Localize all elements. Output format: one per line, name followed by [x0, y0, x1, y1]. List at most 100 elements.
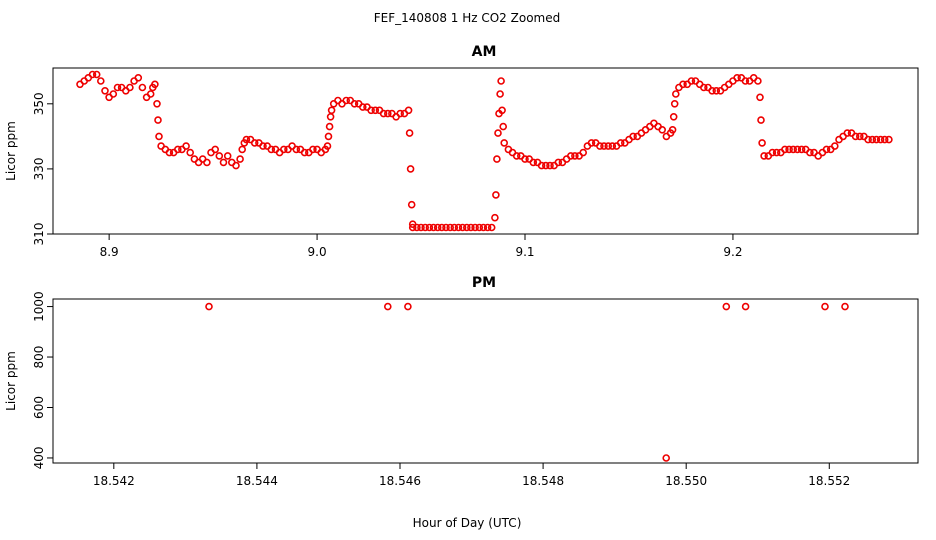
- data-point-am: [499, 122, 508, 131]
- x-tick-label-pm: 18.550: [665, 474, 707, 488]
- data-point-am: [487, 223, 496, 232]
- data-point-am: [760, 152, 768, 160]
- data-point-am: [757, 116, 765, 124]
- data-point-am: [350, 100, 359, 108]
- data-point-am: [600, 142, 608, 150]
- data-point-am: [806, 148, 814, 157]
- data-point-am: [758, 139, 766, 147]
- data-point-pm: [383, 302, 392, 311]
- data-point-am: [433, 223, 442, 232]
- x-tick-label-pm: 18.542: [93, 474, 135, 488]
- x-axis-am: 8.9 9.0 9.1 9.2: [100, 234, 742, 259]
- data-point-am: [408, 223, 417, 232]
- data-point-am: [756, 93, 764, 102]
- data-point-pm: [404, 302, 412, 311]
- data-point-am: [326, 113, 335, 121]
- data-point-am: [876, 135, 885, 144]
- x-tick-label-pm: 18.546: [379, 474, 421, 488]
- data-point-am: [521, 155, 529, 163]
- data-point-am: [211, 145, 219, 154]
- data-point-am: [417, 223, 425, 232]
- data-point-am: [668, 126, 677, 134]
- data-point-am: [497, 77, 505, 85]
- data-point-am: [855, 132, 864, 141]
- data-point-pm: [821, 302, 829, 311]
- data-point-am: [405, 129, 414, 137]
- data-point-am: [379, 109, 388, 118]
- x-axis-pm: 18.542 18.544 18.546 18.548 18.550 18.552: [93, 463, 850, 488]
- data-point-am: [708, 87, 716, 95]
- data-point-am: [789, 145, 798, 154]
- data-point-am: [342, 96, 351, 105]
- x-tick-label-pm: 18.544: [236, 474, 278, 488]
- data-point-am: [138, 83, 147, 92]
- data-point-am: [880, 135, 889, 144]
- data-point-am: [793, 145, 802, 154]
- data-point-am: [97, 77, 105, 85]
- y-axis-am: 310 330 350: [32, 92, 53, 245]
- y-tick-label-am: 330: [32, 157, 46, 180]
- data-point-am: [872, 135, 881, 144]
- data-point-am: [546, 161, 554, 170]
- data-point-am: [309, 145, 317, 154]
- data-point-am: [754, 77, 762, 85]
- data-point-am: [186, 148, 194, 157]
- data-point-am: [670, 100, 679, 108]
- data-point-am: [571, 152, 579, 160]
- x-tick-label-pm: 18.548: [522, 474, 564, 488]
- data-point-am: [483, 223, 492, 232]
- x-tick-label-am: 9.2: [723, 245, 742, 259]
- data-point-am: [537, 161, 546, 170]
- data-point-am: [267, 145, 276, 154]
- data-point-am: [259, 142, 267, 150]
- data-point-am: [554, 158, 563, 167]
- data-point-am: [772, 148, 781, 157]
- data-point-am: [768, 148, 777, 157]
- data-point-am: [367, 106, 375, 115]
- data-point-am: [458, 223, 467, 232]
- points-am: [76, 70, 893, 232]
- data-point-am: [596, 142, 604, 150]
- data-point-am: [154, 116, 162, 124]
- data-point-pm: [722, 302, 731, 311]
- data-point-am: [324, 132, 333, 141]
- data-point-am: [174, 145, 182, 154]
- x-tick-label-am: 9.0: [308, 245, 327, 259]
- data-point-am: [358, 103, 367, 111]
- plot-frame-pm: [52, 298, 919, 464]
- data-point-am: [146, 90, 155, 98]
- x-tick-label-am: 9.1: [515, 245, 534, 259]
- data-point-am: [579, 148, 588, 157]
- data-point-am: [496, 90, 504, 98]
- data-point-am: [471, 223, 479, 232]
- data-point-am: [109, 90, 118, 98]
- data-point-am: [182, 142, 190, 150]
- data-point-am: [250, 139, 259, 147]
- y-axis-label-am: Licor ppm: [4, 121, 18, 181]
- data-point-am: [406, 165, 415, 173]
- data-point-am: [699, 83, 708, 92]
- data-point-am: [242, 135, 251, 144]
- points-pm: [205, 302, 849, 462]
- y-axis-label-pm: Licor ppm: [4, 351, 18, 411]
- data-point-am: [658, 126, 667, 134]
- data-point-am: [223, 152, 232, 160]
- data-point-am: [629, 132, 637, 141]
- data-point-am: [491, 213, 499, 222]
- x-tick-label-pm: 18.552: [808, 474, 850, 488]
- data-point-am: [232, 161, 240, 170]
- data-point-am: [450, 223, 459, 232]
- y-tick-label-am: 350: [32, 92, 46, 115]
- data-point-am: [325, 122, 334, 131]
- data-point-am: [203, 158, 211, 167]
- data-point-am: [134, 74, 143, 82]
- data-point-am: [475, 223, 484, 232]
- data-point-am: [113, 83, 122, 92]
- data-point-am: [323, 142, 332, 150]
- x-tick-label-am: 8.9: [100, 245, 119, 259]
- data-point-am: [669, 113, 678, 121]
- data-point-am: [741, 77, 750, 85]
- data-point-am: [608, 142, 617, 150]
- data-point-am: [604, 142, 613, 150]
